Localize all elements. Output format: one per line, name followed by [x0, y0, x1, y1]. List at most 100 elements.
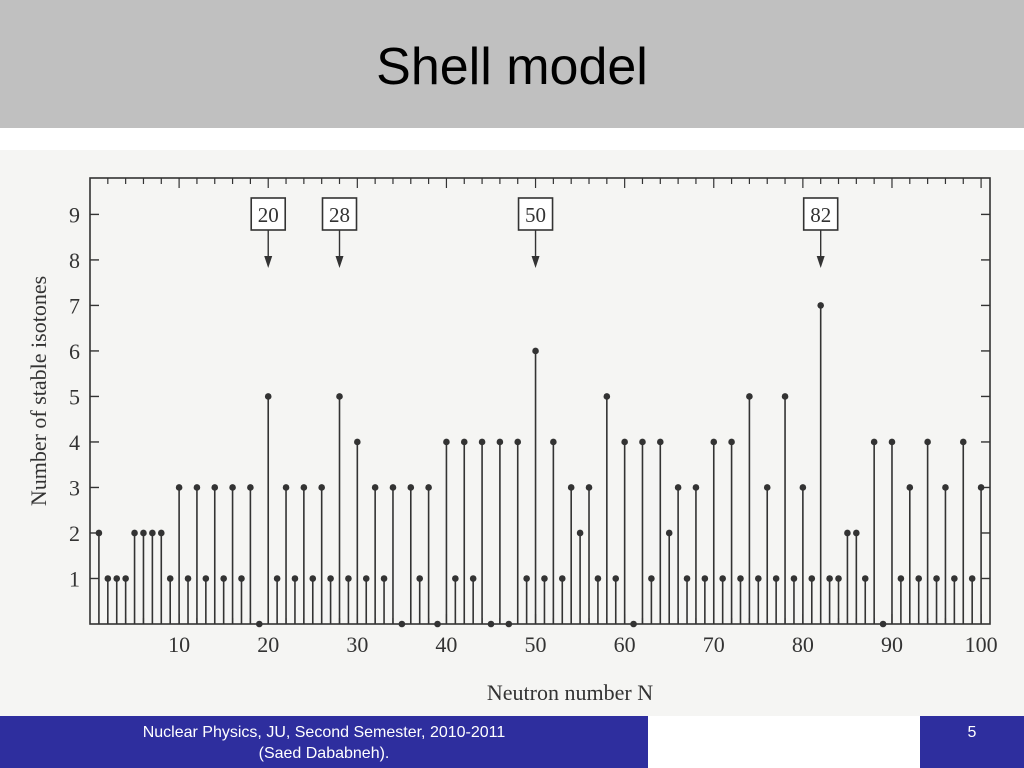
point-n48 — [514, 438, 522, 446]
y-tick-label: 6 — [69, 339, 80, 364]
x-tick-label: 100 — [965, 632, 998, 657]
x-axis-label: Neutron number N — [487, 680, 653, 705]
point-n56 — [585, 484, 593, 491]
point-n96 — [942, 484, 949, 491]
point-n27 — [327, 575, 334, 582]
plot-frame — [89, 177, 991, 625]
point-n43 — [469, 575, 477, 582]
point-n41 — [452, 575, 459, 582]
point-n65 — [665, 529, 673, 537]
point-n64 — [656, 438, 664, 446]
slide-title: Shell model — [376, 38, 648, 96]
point-n63 — [648, 575, 655, 582]
title-bar — [0, 0, 1024, 128]
point-n50 — [532, 347, 539, 355]
magic-label-28: 28 — [329, 203, 350, 227]
point-n80 — [799, 484, 807, 491]
point-n99 — [968, 575, 976, 582]
point-n51 — [541, 575, 548, 582]
point-n16 — [229, 484, 236, 491]
point-n28 — [336, 393, 343, 400]
x-tick-label: 50 — [525, 632, 547, 657]
point-n5 — [131, 529, 138, 537]
point-n57 — [594, 575, 602, 582]
point-n79 — [790, 575, 798, 582]
point-n10 — [175, 484, 183, 491]
point-n82 — [817, 302, 824, 309]
point-n15 — [220, 575, 227, 582]
point-n36 — [407, 484, 415, 491]
point-n87 — [861, 575, 869, 582]
point-n9 — [166, 575, 174, 582]
magic-label-50: 50 — [525, 203, 546, 227]
footer-line-1: Nuclear Physics, JU, Second Semester, 20… — [142, 724, 506, 741]
point-n61 — [630, 620, 637, 628]
magic-arrowhead-82 — [816, 256, 825, 268]
point-n24 — [300, 484, 308, 491]
point-n71 — [719, 575, 726, 582]
point-n2 — [104, 575, 112, 582]
point-n21 — [273, 575, 281, 582]
point-n45 — [487, 620, 495, 628]
point-n39 — [434, 620, 441, 628]
point-n1 — [95, 529, 103, 537]
point-n93 — [915, 575, 923, 582]
point-n70 — [710, 438, 718, 446]
point-n76 — [763, 484, 771, 491]
point-n31 — [362, 575, 370, 582]
y-tick-label: 5 — [69, 384, 80, 409]
point-n52 — [550, 438, 557, 446]
point-n29 — [345, 575, 352, 582]
point-n90 — [888, 438, 896, 446]
point-n83 — [826, 575, 833, 582]
point-n30 — [354, 438, 361, 446]
point-n67 — [683, 575, 691, 582]
point-n59 — [612, 575, 620, 582]
point-n72 — [728, 438, 735, 446]
chart-figure: 1 2 3 4 5 6 7 8 9 10 20 30 40 50 60 70 80 90 100 Neutron nu… — [0, 150, 1024, 716]
point-n75 — [755, 575, 762, 582]
point-n23 — [291, 575, 299, 582]
y-tick-label: 8 — [69, 248, 80, 273]
x-tick-label: 10 — [168, 632, 190, 657]
point-n40 — [443, 438, 450, 446]
point-n18 — [247, 484, 254, 491]
x-tick-label: 40 — [435, 632, 457, 657]
x-tick-label: 90 — [881, 632, 903, 657]
point-n46 — [496, 438, 504, 446]
magic-arrowhead-28 — [335, 256, 344, 268]
point-n98 — [959, 438, 967, 446]
x-tick-label: 20 — [257, 632, 279, 657]
point-n84 — [835, 575, 842, 582]
point-n95 — [933, 575, 940, 582]
point-n3 — [113, 575, 121, 582]
point-n68 — [692, 484, 700, 491]
point-n89 — [879, 620, 887, 628]
x-tick-label: 60 — [614, 632, 636, 657]
point-n6 — [140, 529, 147, 537]
y-tick-label: 9 — [69, 202, 80, 227]
footer-gap — [648, 716, 920, 768]
y-tick-label: 7 — [69, 293, 80, 318]
point-n54 — [567, 484, 575, 491]
point-n100 — [977, 484, 985, 491]
point-n34 — [389, 484, 397, 491]
magic-label-20: 20 — [258, 203, 279, 227]
point-n81 — [808, 575, 816, 582]
point-n19 — [256, 620, 263, 628]
point-n66 — [674, 484, 682, 491]
footer-credits: Nuclear Physics, JU, Second Semester, 20… — [0, 716, 648, 768]
point-n77 — [772, 575, 780, 582]
point-n12 — [193, 484, 201, 491]
point-n47 — [505, 620, 513, 628]
isotones-chart: 1 2 3 4 5 6 7 8 9 10 20 30 40 50 60 70 80 90 100 Neutron nu… — [26, 177, 998, 705]
point-n91 — [897, 575, 905, 582]
point-n13 — [202, 575, 210, 582]
point-n74 — [746, 393, 753, 400]
footer-line-2: (Saed Dababneh). — [258, 745, 390, 762]
y-tick-label: 3 — [69, 475, 80, 500]
point-n78 — [781, 393, 789, 400]
point-n4 — [122, 575, 129, 582]
point-n62 — [639, 438, 646, 446]
x-tick-label: 30 — [346, 632, 368, 657]
